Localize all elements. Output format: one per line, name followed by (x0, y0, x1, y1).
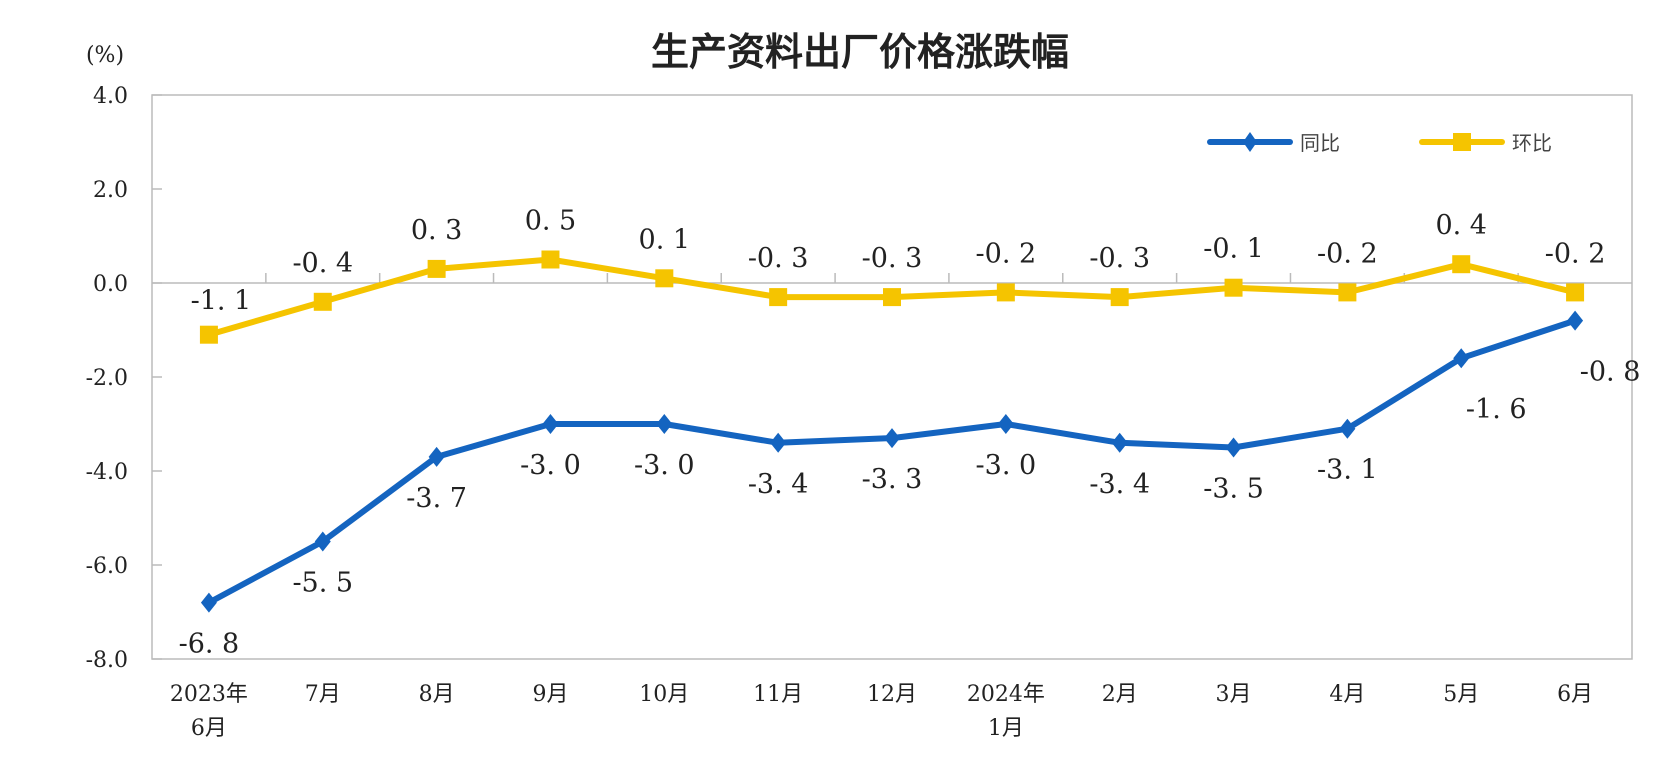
data-point-mom (655, 269, 674, 288)
x-tick-label: 6月 (1557, 682, 1593, 707)
data-point-yoy (1567, 310, 1584, 331)
y-tick-label: -2.0 (86, 366, 128, 391)
data-label: -0. 4 (292, 248, 353, 279)
data-label: 0. 4 (1435, 210, 1487, 241)
data-label: -0. 3 (1089, 243, 1150, 274)
y-tick-label: 4.0 (93, 84, 128, 109)
data-label: 0. 1 (639, 224, 691, 255)
chart-title: 生产资料出厂价格涨跌幅 (651, 30, 1069, 74)
data-label: -0. 2 (1545, 238, 1606, 269)
data-point-yoy (428, 446, 445, 467)
data-label: -0. 8 (1580, 357, 1641, 388)
y-tick-label: 2.0 (93, 178, 128, 203)
data-point-yoy (542, 414, 559, 434)
data-point-yoy (200, 592, 217, 613)
data-label: -5. 5 (292, 568, 353, 599)
x-tick-label: 3月 (1216, 682, 1252, 707)
y-tick-label: 0.0 (93, 272, 128, 297)
y-tick-label: -8.0 (86, 648, 128, 673)
data-point-mom (996, 283, 1015, 302)
data-label: 0. 5 (525, 206, 577, 237)
data-point-mom (1566, 283, 1585, 302)
legend-label: 同比 (1300, 131, 1340, 155)
data-label: 0. 3 (411, 215, 463, 246)
x-tick-label: 5月 (1443, 682, 1479, 707)
data-point-mom (1110, 288, 1129, 307)
legend-label: 环比 (1512, 131, 1552, 155)
data-label: -3. 1 (1317, 455, 1378, 486)
data-point-yoy (1111, 432, 1128, 453)
data-point-mom (883, 288, 901, 307)
data-point-mom (313, 292, 332, 311)
data-point-mom (541, 250, 560, 269)
data-label: -3. 4 (748, 469, 809, 500)
data-point-yoy (997, 414, 1014, 434)
plot-frame (151, 94, 1633, 660)
y-tick-label: -4.0 (86, 460, 128, 485)
data-point-yoy (656, 414, 673, 434)
data-label: -0. 3 (748, 243, 809, 274)
data-label: -3. 4 (1089, 469, 1150, 500)
data-point-yoy (314, 531, 331, 552)
data-label: -0. 2 (1317, 238, 1378, 269)
data-label: -3. 0 (520, 450, 581, 481)
data-label: -6. 8 (179, 629, 240, 660)
data-label: -0. 3 (862, 243, 923, 274)
data-label: -3. 7 (406, 483, 467, 514)
x-tick-label: 6月 (191, 716, 227, 741)
x-tick-label: 9月 (532, 682, 568, 707)
x-tick-label: 4月 (1329, 682, 1365, 707)
data-point-yoy (1225, 437, 1242, 458)
legend-marker-square (1453, 133, 1471, 151)
legend-marker-diamond (1243, 132, 1257, 152)
data-label: -0. 1 (1203, 234, 1264, 265)
data-point-mom (1224, 278, 1243, 297)
data-point-mom (1452, 255, 1471, 274)
x-tick-label: 2月 (1102, 682, 1138, 707)
data-point-yoy (1339, 418, 1356, 439)
data-label: -3. 0 (634, 450, 695, 481)
data-label: -3. 5 (1203, 474, 1264, 505)
data-point-mom (769, 288, 788, 307)
data-point-mom (199, 325, 218, 344)
data-label: -1. 1 (191, 286, 252, 317)
data-point-yoy (884, 428, 900, 449)
y-axis-unit: (%) (86, 43, 124, 68)
x-tick-label: 12月 (867, 682, 917, 707)
data-label: -1. 6 (1466, 394, 1527, 425)
data-label: -0. 2 (976, 238, 1037, 269)
x-tick-label: 2023年 (170, 682, 248, 707)
x-tick-label: 10月 (639, 682, 689, 707)
data-point-yoy (1453, 348, 1470, 369)
x-tick-label: 8月 (419, 682, 455, 707)
data-point-mom (1338, 283, 1357, 302)
y-tick-label: -6.0 (86, 554, 128, 579)
x-tick-label: 7月 (305, 682, 341, 707)
data-point-yoy (770, 432, 787, 453)
x-tick-label: 11月 (753, 682, 803, 707)
data-label: -3. 0 (976, 450, 1037, 481)
x-tick-label: 1月 (988, 716, 1024, 741)
data-label: -3. 3 (862, 464, 923, 495)
x-tick-label: 2024年 (967, 682, 1045, 707)
data-point-mom (427, 259, 446, 278)
